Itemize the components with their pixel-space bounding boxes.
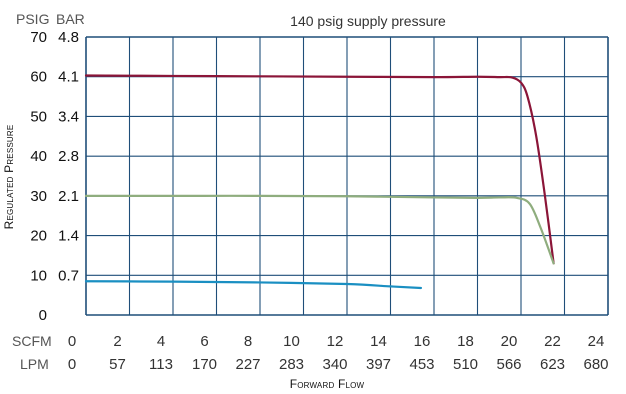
y-unit-bar: BAR [56,11,85,27]
y-tick-psig: 10 [30,267,47,284]
y-tick-bar: 2.1 [58,188,79,205]
y-tick-psig: 0 [39,307,47,324]
x-tick-lpm: 453 [409,356,434,373]
x-tick-lpm: 0 [68,356,76,373]
y-tick-bar: 4.8 [58,29,79,46]
y-tick-psig: 40 [30,148,47,165]
series-lines [84,74,555,290]
x-tick-lpm: 227 [235,356,260,373]
grid [85,36,609,316]
series-line-3 [84,280,423,290]
x-tick-scfm: 14 [370,333,387,350]
series-line-2 [84,194,555,265]
x-tick-scfm: 18 [457,333,474,350]
x-tick-scfm: 22 [544,333,561,350]
x-tick-scfm: 10 [283,333,300,350]
x-tick-lpm: 566 [496,356,521,373]
x-tick-scfm: 6 [200,333,208,350]
y-tick-psig: 70 [30,29,47,46]
x-tick-lpm: 340 [322,356,347,373]
y-tick-psig: 50 [30,108,47,125]
x-tick-lpm: 510 [453,356,478,373]
x-tick-lpm: 680 [583,356,608,373]
y-tick-psig: 20 [30,228,47,245]
x-tick-labels: 0 0 2 57 4 113 6 170 8 227 10 283 12 340 14 397 16 453 18 5… [68,333,609,373]
x-tick-lpm: 283 [279,356,304,373]
x-tick-scfm: 4 [157,333,165,350]
x-tick-lpm: 623 [540,356,565,373]
x-tick-scfm: 24 [588,333,605,350]
x-tick-scfm: 12 [327,333,344,350]
x-tick-scfm: 8 [244,333,252,350]
y-tick-psig: 30 [30,188,47,205]
y-tick-psig: 60 [30,69,47,86]
series-line-1 [84,74,555,265]
chart-title: 140 psig supply pressure [290,13,446,29]
x-tick-lpm: 57 [109,356,126,373]
x-tick-scfm: 16 [414,333,431,350]
x-tick-scfm: 2 [113,333,121,350]
y-tick-bar: 1.4 [58,228,79,245]
x-tick-lpm: 397 [366,356,391,373]
x-tick-lpm: 170 [192,356,217,373]
y-tick-labels: 0 10 0.7 20 1.4 30 2.1 40 2.8 50 3.4 60 4.1 70 4.8 [30,29,79,324]
y-axis-title: Regulated Pressure [2,125,16,230]
x-tick-scfm: 0 [68,333,76,350]
x-axis-title: Forward Flow [290,377,365,391]
y-tick-bar: 4.1 [58,69,79,86]
x-unit-lpm: LPM [20,356,49,372]
x-tick-scfm: 20 [501,333,518,350]
y-unit-psig: PSIG [16,11,49,27]
y-tick-bar: 2.8 [58,148,79,165]
y-tick-bar: 0.7 [58,267,79,284]
x-unit-scfm: SCFM [12,333,52,349]
y-tick-bar: 3.4 [58,108,79,125]
x-tick-lpm: 113 [149,356,173,373]
